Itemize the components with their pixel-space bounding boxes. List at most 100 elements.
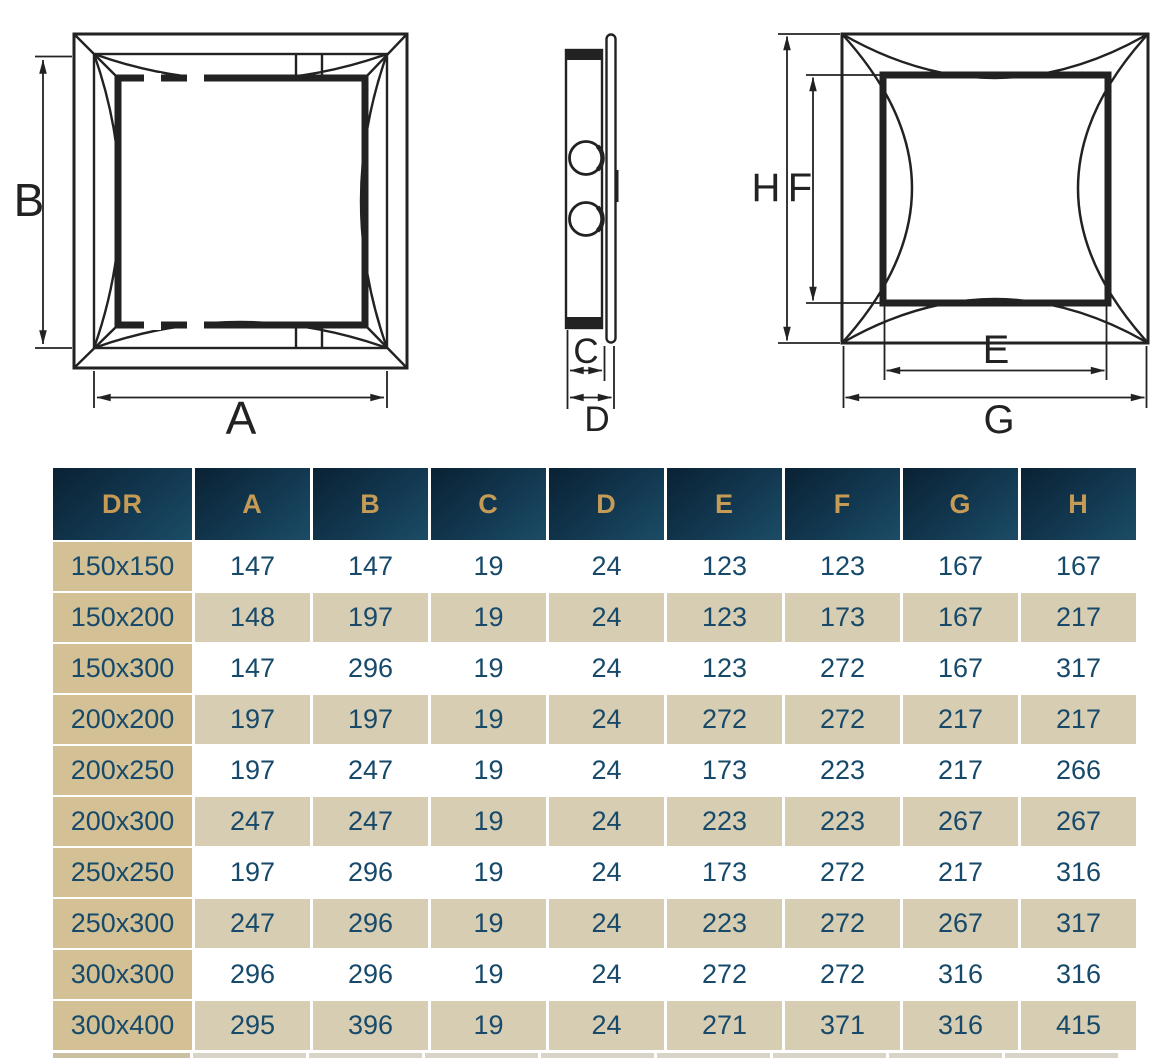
value-cell: 148: [195, 593, 310, 642]
table-row: 200x300 247 247 19 24 223 223 267 267: [53, 797, 1136, 846]
value-cell: 316: [903, 1001, 1018, 1050]
value-cell: 24: [549, 797, 664, 846]
dimension-label-a: A: [226, 392, 257, 444]
dimension-c: [566, 330, 606, 409]
value-cell: 247: [195, 899, 310, 948]
table-header: DR A B C D E F G H: [53, 468, 1136, 540]
screw-hole-top-crescent: [595, 144, 605, 172]
value-cell: 267: [1021, 797, 1136, 846]
rear-view: B A: [14, 32, 409, 444]
value-cell: 24: [549, 899, 664, 948]
table-row: 200x200 197 197 19 24 272 272 217 217: [53, 695, 1136, 744]
value-cell: 267: [903, 899, 1018, 948]
value-cell: 19: [431, 1001, 546, 1050]
value-cell: 296: [313, 950, 428, 999]
dimension-g: [842, 346, 1148, 408]
column-header-b: B: [313, 468, 428, 540]
size-cell: 250x300: [53, 899, 192, 948]
frame-body-edge: [564, 48, 604, 330]
value-cell: 317: [1021, 644, 1136, 693]
value-cell: 396: [313, 1001, 428, 1050]
size-cell: 300x400: [53, 1001, 192, 1050]
value-cell: 24: [549, 593, 664, 642]
column-header-dr: DR: [53, 468, 192, 540]
cropped-next-row-cell: [309, 1053, 422, 1058]
dimension-label-e: E: [983, 328, 1010, 372]
table-body: 150x150 147 147 19 24 123 123 167 167 150x200 148 1…: [53, 542, 1136, 1050]
table-row: 300x300 296 296 19 24 272 272 316 316: [53, 950, 1136, 999]
cropped-next-row-cell: [657, 1053, 770, 1058]
value-cell: 247: [313, 746, 428, 795]
value-cell: 247: [195, 797, 310, 846]
value-cell: 147: [195, 644, 310, 693]
value-cell: 272: [785, 950, 900, 999]
front-inner-frame: [879, 71, 1112, 307]
table-row: 200x250 197 247 19 24 173 223 217 266: [53, 746, 1136, 795]
cropped-next-row-cell: [889, 1053, 1002, 1058]
value-cell: 223: [785, 746, 900, 795]
header-row: DR A B C D E F G H: [53, 468, 1136, 540]
value-cell: 197: [313, 593, 428, 642]
value-cell: 19: [431, 593, 546, 642]
value-cell: 316: [1021, 950, 1136, 999]
value-cell: 316: [903, 950, 1018, 999]
value-cell: 173: [667, 746, 782, 795]
value-cell: 167: [1021, 542, 1136, 591]
dimensions-table: DR A B C D E F G H 150x150 147 147 19 24 123 123 167 167…: [50, 466, 1139, 1052]
value-cell: 19: [431, 899, 546, 948]
value-cell: 197: [195, 695, 310, 744]
technical-drawing: B A C D: [14, 32, 1150, 444]
cropped-next-row-cell: [773, 1053, 886, 1058]
dimension-b: [35, 55, 72, 349]
latch-lines: [294, 55, 324, 348]
value-cell: 272: [785, 899, 900, 948]
dimension-label-d: D: [584, 400, 609, 439]
cropped-next-row-cell: [1005, 1053, 1118, 1058]
value-cell: 266: [1021, 746, 1136, 795]
value-cell: 147: [195, 542, 310, 591]
size-cell: 150x150: [53, 542, 192, 591]
dimension-label-f: F: [788, 166, 812, 210]
value-cell: 19: [431, 848, 546, 897]
frame-bottom-cap: [567, 317, 601, 328]
cropped-next-row-cell: [425, 1053, 538, 1058]
value-cell: 24: [549, 695, 664, 744]
rear-corner-bevels: [73, 33, 408, 369]
value-cell: 272: [785, 695, 900, 744]
dimension-label-c: C: [573, 332, 598, 371]
value-cell: 296: [313, 899, 428, 948]
value-cell: 123: [667, 644, 782, 693]
value-cell: 217: [903, 848, 1018, 897]
value-cell: 147: [313, 542, 428, 591]
size-cell: 250x250: [53, 848, 192, 897]
value-cell: 19: [431, 746, 546, 795]
dimension-label-h: H: [752, 166, 781, 210]
value-cell: 173: [785, 593, 900, 642]
value-cell: 272: [785, 644, 900, 693]
value-cell: 217: [903, 695, 1018, 744]
value-cell: 24: [549, 848, 664, 897]
value-cell: 173: [667, 848, 782, 897]
value-cell: 197: [195, 848, 310, 897]
front-outer-frame: [840, 32, 1150, 345]
value-cell: 217: [903, 746, 1018, 795]
value-cell: 296: [313, 848, 428, 897]
dimension-label-g: G: [983, 398, 1014, 442]
table-row: 250x250 197 296 19 24 173 272 217 316: [53, 848, 1136, 897]
table-row: 300x400 295 396 19 24 271 371 316 415: [53, 1001, 1136, 1050]
table-row: 150x150 147 147 19 24 123 123 167 167: [53, 542, 1136, 591]
value-cell: 272: [785, 848, 900, 897]
column-header-f: F: [785, 468, 900, 540]
rear-inner-frame: [114, 74, 369, 329]
value-cell: 272: [667, 695, 782, 744]
cropped-next-row-cell: [53, 1053, 190, 1058]
value-cell: 317: [1021, 899, 1136, 948]
dimension-e: [883, 306, 1108, 380]
value-cell: 223: [667, 899, 782, 948]
cropped-next-row-cell: [541, 1053, 654, 1058]
dimension-label-b: B: [14, 174, 45, 226]
value-cell: 371: [785, 1001, 900, 1050]
value-cell: 24: [549, 542, 664, 591]
value-cell: 123: [785, 542, 900, 591]
